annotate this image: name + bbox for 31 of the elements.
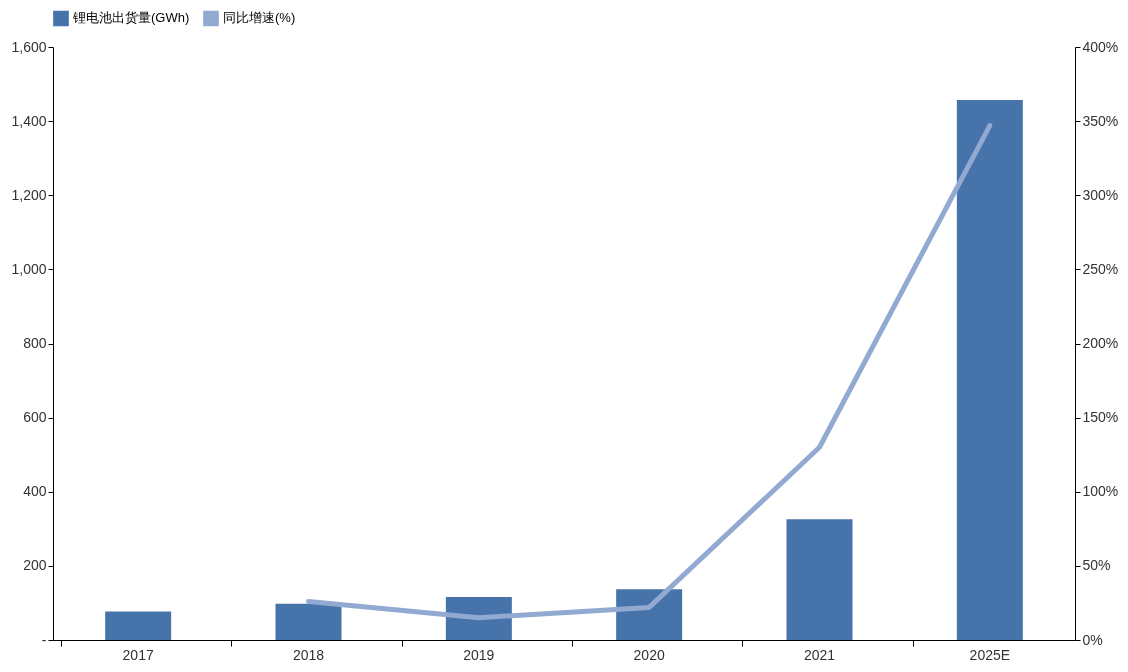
bar — [275, 603, 342, 640]
bar — [616, 589, 683, 640]
bar — [956, 100, 1023, 640]
y-tick-label: 600 — [23, 409, 47, 426]
y-tick-label: 1,600 — [11, 38, 47, 55]
x-tick-label: 2021 — [803, 646, 836, 663]
x-tick-label: 2018 — [292, 646, 325, 663]
x-tick-label: 2025E — [969, 646, 1011, 663]
y2-tick-label: 0% — [1082, 631, 1103, 648]
y2-tick-label: 50% — [1082, 557, 1111, 574]
y-tick-label: 1,200 — [11, 186, 47, 203]
x-tick-label: 2020 — [633, 646, 665, 663]
x-tick-label: 2017 — [122, 646, 154, 663]
y-tick-label: 400 — [23, 483, 47, 500]
y2-tick-label: 250% — [1082, 260, 1119, 277]
legend-label: 锂电池出货量(GWh) — [72, 10, 190, 26]
y-tick-label: 1,000 — [11, 260, 47, 277]
y2-tick-label: 200% — [1082, 335, 1119, 351]
y2-tick-label: 150% — [1082, 409, 1119, 426]
y-tick-label: 200 — [23, 557, 47, 574]
bar — [786, 519, 853, 640]
y2-tick-label: 400% — [1082, 38, 1119, 55]
y2-tick-label: 300% — [1082, 186, 1119, 203]
y-tick-label: - — [41, 631, 47, 648]
y2-tick-label: 100% — [1082, 483, 1119, 500]
y-tick-label: 1,400 — [11, 112, 47, 129]
legend-label: 同比增速(%) — [223, 10, 296, 26]
y-tick-label: 800 — [23, 335, 47, 351]
x-tick-label: 2019 — [463, 646, 495, 663]
y2-tick-label: 350% — [1082, 112, 1119, 129]
bar — [105, 611, 172, 640]
